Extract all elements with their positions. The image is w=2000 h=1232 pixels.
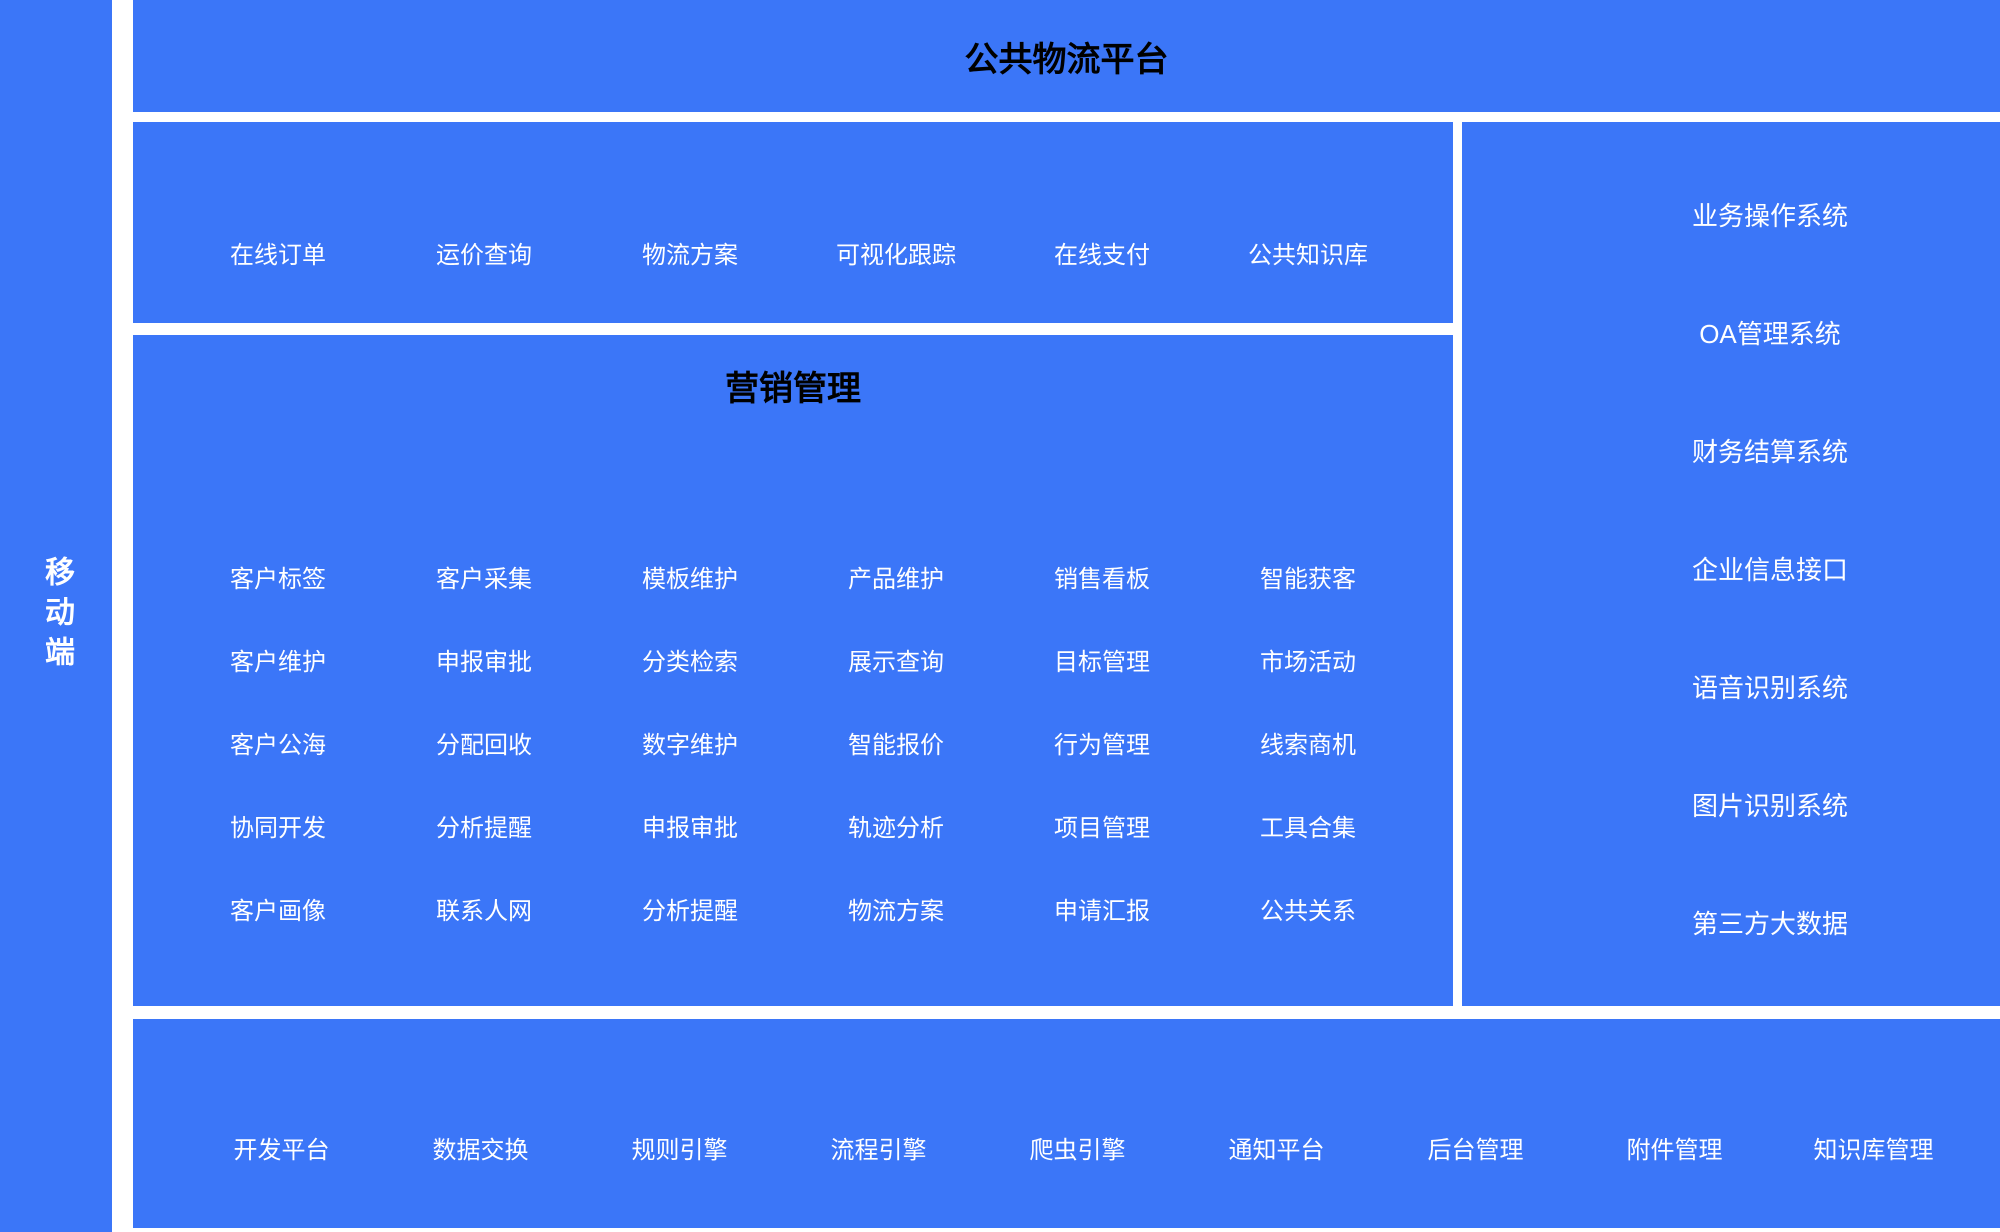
grid-item-smart-acquisition: 智能获客	[1260, 566, 1356, 593]
grid-item-leads-opportunities: 线索商机	[1260, 732, 1356, 759]
grid-item-customer-profile: 客户画像	[230, 898, 326, 925]
grid-item-digital-maintenance: 数字维护	[642, 732, 738, 759]
grid-item-project-management: 项目管理	[1054, 815, 1150, 842]
grid-item-market-activity: 市场活动	[1260, 649, 1356, 676]
grid-item-trajectory-analysis: 轨迹分析	[848, 815, 944, 842]
marketing-title: 营销管理	[725, 370, 861, 408]
marketing-grid: 客户标签 客户采集 模板维护 产品维护 销售看板 智能获客 客户维护 申报审批 …	[133, 535, 1453, 950]
grid-item-public-relations: 公共关系	[1260, 898, 1356, 925]
platform-item-data-exchange: 数据交换	[432, 1137, 529, 1164]
platform-item-process-engine: 流程引擎	[830, 1137, 927, 1164]
grid-item-customer-tags: 客户标签	[230, 566, 326, 593]
grid-item-analysis-reminder: 分析提醒	[436, 815, 532, 842]
platform-item-backend-admin: 后台管理	[1427, 1137, 1524, 1164]
grid-row: 客户画像 联系人网 分析提醒 物流方案 申请汇报 公共关系	[133, 867, 1453, 950]
system-item-speech-recognition: 语音识别系统	[1691, 672, 1848, 703]
grid-item-sales-dashboard: 销售看板	[1054, 566, 1150, 593]
platform-item-attachment-management: 附件管理	[1626, 1137, 1723, 1164]
grid-item-declaration-approval-2: 申报审批	[642, 815, 738, 842]
platform-item-notification-platform: 通知平台	[1228, 1137, 1325, 1164]
menu-item-online-payment: 在线支付	[1054, 242, 1150, 269]
platform-title: 公共物流平台	[964, 40, 1169, 79]
systems-panel: 业务操作系统 OA管理系统 财务结算系统 企业信息接口 语音识别系统 图片识别系…	[1462, 122, 2000, 1006]
platform-bar: 开发平台 数据交换 规则引擎 流程引擎 爬虫引擎 通知平台 后台管理 附件管理 …	[133, 1019, 2000, 1228]
grid-item-template-maintenance: 模板维护	[642, 566, 738, 593]
platform-item-crawler-engine: 爬虫引擎	[1029, 1137, 1126, 1164]
mobile-sidebar: 移动端	[0, 0, 112, 1232]
menu-item-freight-query: 运价查询	[436, 242, 532, 269]
grid-item-behavior-management: 行为管理	[1054, 732, 1150, 759]
grid-item-customer-maintenance: 客户维护	[230, 649, 326, 676]
grid-item-analysis-reminder-2: 分析提醒	[642, 898, 738, 925]
grid-row: 协同开发 分析提醒 申报审批 轨迹分析 项目管理 工具合集	[133, 784, 1453, 867]
service-menu: 在线订单 运价查询 物流方案 可视化跟踪 在线支付 公共知识库	[133, 122, 1453, 323]
grid-item-tool-collection: 工具合集	[1260, 815, 1356, 842]
menu-item-online-order: 在线订单	[230, 242, 326, 269]
grid-item-application-report: 申请汇报	[1054, 898, 1150, 925]
menu-item-visual-tracking: 可视化跟踪	[836, 242, 956, 269]
system-item-image-recognition: 图片识别系统	[1691, 790, 1848, 821]
grid-item-declaration-approval: 申报审批	[436, 649, 532, 676]
menu-item-public-knowledge-base: 公共知识库	[1248, 242, 1368, 269]
platform-item-dev-platform: 开发平台	[233, 1137, 330, 1164]
platform-item-knowledge-base-management: 知识库管理	[1813, 1137, 1934, 1164]
grid-item-display-query: 展示查询	[848, 649, 944, 676]
system-item-enterprise-info-api: 企业信息接口	[1691, 554, 1848, 585]
grid-item-smart-quotation: 智能报价	[848, 732, 944, 759]
grid-item-logistics-plan-2: 物流方案	[848, 898, 944, 925]
platform-item-rule-engine: 规则引擎	[631, 1137, 728, 1164]
grid-item-customer-collection: 客户采集	[436, 566, 532, 593]
grid-row: 客户公海 分配回收 数字维护 智能报价 行为管理 线索商机	[133, 701, 1453, 784]
marketing-section: 营销管理 客户标签 客户采集 模板维护 产品维护 销售看板 智能获客 客户维护 …	[133, 335, 1453, 1006]
grid-item-target-management: 目标管理	[1054, 649, 1150, 676]
menu-item-logistics-plan: 物流方案	[642, 242, 738, 269]
grid-row: 客户维护 申报审批 分类检索 展示查询 目标管理 市场活动	[133, 618, 1453, 701]
mobile-sidebar-label: 移动端	[40, 556, 73, 676]
grid-item-contact-network: 联系人网	[436, 898, 532, 925]
grid-item-assign-recycle: 分配回收	[436, 732, 532, 759]
system-item-business-operations: 业务操作系统	[1691, 200, 1848, 231]
grid-item-category-search: 分类检索	[642, 649, 738, 676]
system-item-thirdparty-bigdata: 第三方大数据	[1691, 908, 1848, 939]
grid-item-product-maintenance: 产品维护	[848, 566, 944, 593]
top-banner: 公共物流平台	[133, 0, 2000, 112]
grid-item-collaborative-development: 协同开发	[230, 815, 326, 842]
grid-item-customer-pool: 客户公海	[230, 732, 326, 759]
grid-row: 客户标签 客户采集 模板维护 产品维护 销售看板 智能获客	[133, 535, 1453, 618]
system-item-financial-settlement: 财务结算系统	[1691, 436, 1848, 467]
system-item-oa-management: OA管理系统	[1699, 318, 1841, 349]
